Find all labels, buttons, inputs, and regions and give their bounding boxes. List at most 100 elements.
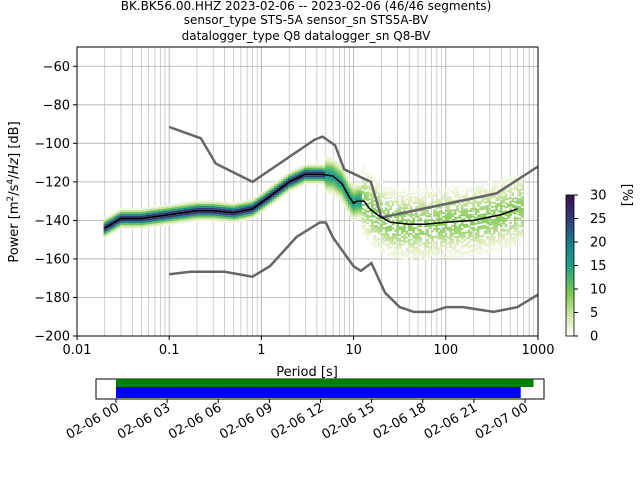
chart-title: BK.BK56.00.HHZ 2023-02-06 -- 2023-02-06 … [121, 0, 492, 43]
heatmap-cell [414, 256, 418, 259]
heatmap-cell [260, 199, 263, 202]
heatmap-cell [237, 205, 240, 207]
heatmap-cell [331, 165, 335, 168]
heatmap-cell [315, 175, 319, 178]
heatmap-cell [483, 192, 487, 194]
heatmap-cell [368, 188, 372, 191]
heatmap-cell [520, 211, 524, 214]
heatmap-cell [481, 252, 485, 255]
heatmap-cell [377, 182, 381, 184]
heatmap-cell [479, 252, 482, 255]
heatmap-cell [393, 191, 397, 194]
heatmap-cell [354, 212, 358, 215]
heatmap-cell [495, 208, 499, 211]
heatmap-cell [232, 215, 236, 218]
heatmap-cell [442, 231, 445, 234]
heatmap-cell [364, 192, 367, 194]
heatmap-cell [442, 229, 445, 232]
heatmap-cell [354, 195, 358, 198]
heatmap-cell [274, 189, 277, 192]
heatmap-cell [225, 209, 229, 212]
heatmap-cell [301, 182, 305, 185]
heatmap-cell [437, 214, 441, 217]
heatmap-cell [451, 209, 455, 212]
heatmap-cell [421, 196, 425, 199]
heatmap-cell [377, 193, 381, 196]
heatmap-cell [414, 248, 418, 251]
heatmap-cell [403, 195, 406, 198]
heatmap-cell [500, 207, 503, 210]
heatmap-cell [479, 189, 482, 192]
heatmap-cell [306, 171, 309, 174]
heatmap-cell [357, 215, 360, 218]
heatmap-cell [444, 198, 448, 201]
heatmap-cell [327, 164, 330, 167]
heatmap-cell [239, 218, 243, 220]
heatmap-cell [244, 201, 247, 204]
heatmap-cell [138, 207, 141, 210]
heatmap-cell [373, 207, 376, 210]
heatmap-cell [435, 189, 439, 192]
heatmap-cell [175, 216, 178, 219]
heatmap-cell [442, 254, 445, 257]
heatmap-cell [470, 223, 473, 226]
heatmap-cell [257, 208, 261, 211]
heatmap-cell [396, 251, 399, 253]
heatmap-cell [246, 218, 250, 221]
heatmap-cell [442, 215, 445, 218]
heatmap-cell [202, 217, 206, 220]
heatmap-cell [380, 181, 383, 184]
heatmap-cell [334, 182, 337, 185]
heatmap-cell [170, 203, 173, 206]
heatmap-cell [437, 237, 441, 240]
heatmap-cell [244, 207, 247, 210]
heatmap-cell [446, 250, 450, 253]
heatmap-cell [407, 219, 411, 222]
heatmap-cell [375, 188, 379, 191]
heatmap-cell [121, 227, 125, 230]
heatmap-cell [366, 195, 369, 198]
heatmap-cell [204, 217, 208, 220]
heatmap-cell [387, 235, 390, 238]
heatmap-cell [423, 246, 427, 249]
heatmap-cell [269, 200, 273, 203]
heatmap-cell [488, 250, 492, 253]
heatmap-cell [352, 211, 356, 214]
heatmap-cell [241, 213, 245, 216]
heatmap-cell [172, 220, 176, 223]
heatmap-cell [370, 215, 374, 218]
heatmap-cell [403, 201, 406, 204]
heatmap-cell [405, 230, 409, 233]
heatmap-cell [115, 218, 118, 221]
heatmap-cell [345, 197, 349, 200]
heatmap-cell [230, 201, 233, 204]
heatmap-cell [163, 222, 167, 224]
heatmap-cell [497, 235, 501, 238]
heatmap-cell [433, 224, 436, 227]
heatmap-cell [165, 219, 169, 222]
heatmap-cell [147, 222, 150, 225]
heatmap-cell [463, 225, 466, 228]
heatmap-cell [483, 230, 487, 233]
heatmap-cell [230, 219, 233, 222]
heatmap-cell [479, 191, 482, 193]
heatmap-cell [449, 190, 452, 193]
heatmap-cell [467, 244, 471, 247]
heatmap-cell [470, 202, 473, 205]
heatmap-cell [255, 202, 259, 205]
heatmap-cell [320, 167, 323, 170]
heatmap-cell [504, 210, 508, 213]
heatmap-cell [375, 182, 379, 185]
heatmap-cell [382, 196, 386, 199]
heatmap-cell [407, 242, 411, 245]
heatmap-cell [361, 219, 365, 222]
heatmap-cell [444, 240, 448, 243]
heatmap-cell [488, 198, 492, 201]
heatmap-cell [410, 242, 413, 245]
heatmap-cell [193, 212, 197, 215]
heatmap-cell [124, 227, 127, 230]
heatmap-cell [467, 217, 471, 220]
heatmap-cell [437, 187, 441, 190]
heatmap-cell [419, 250, 422, 253]
heatmap-cell [359, 198, 363, 201]
